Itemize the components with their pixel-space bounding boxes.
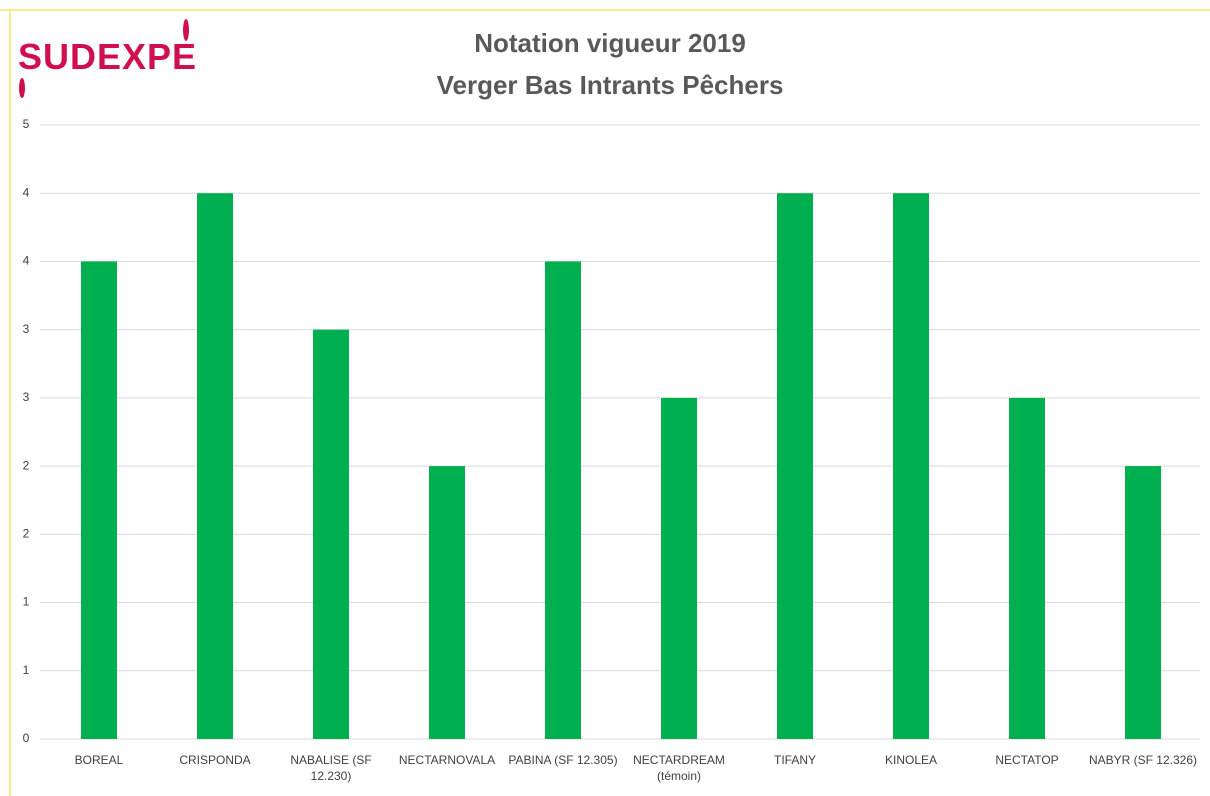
x-tick-label: CRISPONDA	[179, 753, 251, 767]
x-tick-label: NECTARDREAM (témoin)	[633, 753, 725, 783]
x-tick-label: KINOLEA	[884, 753, 938, 767]
y-tick-label: 2	[23, 527, 30, 541]
bar	[81, 261, 117, 739]
bar	[429, 466, 465, 739]
bar	[661, 397, 697, 739]
bar	[1125, 466, 1161, 739]
x-tick-label: PABINA (SF 12.305)	[508, 753, 618, 767]
x-tick-label: NABYR (SF 12.326)	[1088, 753, 1198, 767]
y-tick-label: 1	[23, 663, 30, 677]
chart-title: Notation vigueur 2019	[474, 28, 746, 58]
x-tick-label: BOREAL	[74, 753, 124, 767]
y-tick-label: 4	[23, 185, 30, 199]
x-tick-label: NECTATOP	[995, 753, 1059, 767]
bar	[313, 329, 349, 739]
bar	[893, 193, 929, 739]
logo: SUDEXPE	[18, 36, 198, 77]
bar	[1009, 397, 1045, 739]
y-tick-label: 4	[23, 254, 30, 268]
y-tick-label: 3	[23, 322, 30, 336]
y-tick-label: 0	[23, 731, 30, 745]
chart-subtitle: Verger Bas Intrants Pêchers	[436, 70, 784, 100]
y-tick-label: 5	[23, 117, 30, 131]
y-tick-label: 1	[23, 595, 30, 609]
y-tick-label: 3	[23, 390, 30, 404]
x-tick-label: NECTARNOVALA	[398, 753, 496, 767]
bar	[777, 193, 813, 739]
bar	[545, 261, 581, 739]
y-tick-label: 2	[23, 458, 30, 472]
bar	[197, 193, 233, 739]
x-tick-label: NABALISE (SF 12.230)	[290, 753, 372, 783]
x-tick-label: TIFANY	[773, 753, 816, 767]
logo-mark	[19, 78, 25, 98]
logo-mark	[183, 19, 189, 41]
